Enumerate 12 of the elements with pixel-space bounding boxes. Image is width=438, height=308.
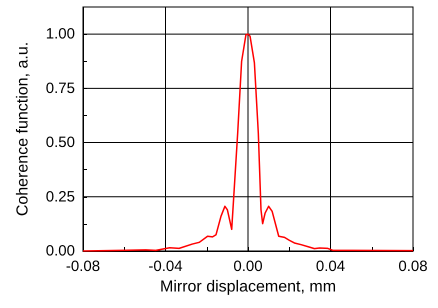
y-tick-label: 0.50 bbox=[46, 134, 75, 152]
x-tick-label: 0.04 bbox=[316, 258, 346, 275]
x-tick-label: -0.08 bbox=[66, 258, 100, 275]
y-axis-title: Coherence function, a.u. bbox=[14, 42, 32, 216]
x-tick-label: 0.00 bbox=[233, 258, 263, 275]
y-tick-label: 1.00 bbox=[46, 26, 75, 43]
x-tick-label: -0.04 bbox=[148, 258, 183, 275]
y-tick-label: 0.75 bbox=[46, 80, 75, 97]
x-tick-label: 0.08 bbox=[398, 258, 428, 275]
x-axis-title: Mirror displacement, mm bbox=[160, 278, 336, 296]
y-tick-label: 0.25 bbox=[46, 188, 75, 206]
y-tick-label: 0.00 bbox=[46, 242, 75, 260]
